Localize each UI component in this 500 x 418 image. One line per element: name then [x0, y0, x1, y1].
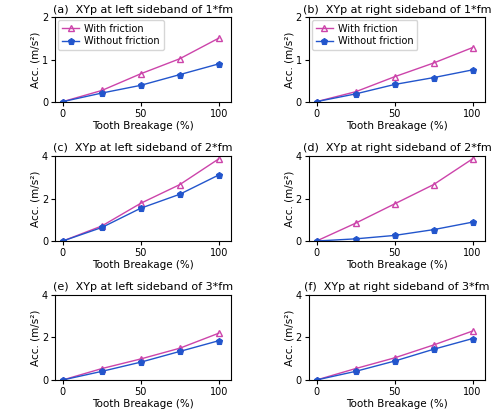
- Without friction: [60, 377, 66, 382]
- Without friction: [314, 377, 320, 382]
- Without friction: [99, 91, 105, 96]
- With friction: [352, 366, 358, 371]
- Without friction: [216, 173, 222, 178]
- Line: Without friction: Without friction: [60, 172, 222, 244]
- With friction: [470, 156, 476, 161]
- With friction: [392, 355, 398, 360]
- Title: (e)  XYp at left sideband of 3*fm: (e) XYp at left sideband of 3*fm: [53, 283, 233, 293]
- Without friction: [352, 236, 358, 241]
- With friction: [99, 88, 105, 93]
- With friction: [177, 56, 183, 61]
- With friction: [430, 342, 436, 347]
- X-axis label: Tooth Breakage (%): Tooth Breakage (%): [92, 399, 194, 409]
- With friction: [430, 182, 436, 187]
- Without friction: [430, 347, 436, 352]
- With friction: [352, 89, 358, 94]
- Without friction: [99, 225, 105, 230]
- Title: (d)  XYp at right sideband of 2*fm: (d) XYp at right sideband of 2*fm: [302, 143, 492, 153]
- With friction: [314, 99, 320, 104]
- With friction: [352, 221, 358, 226]
- X-axis label: Tooth Breakage (%): Tooth Breakage (%): [346, 399, 448, 409]
- With friction: [60, 99, 66, 104]
- Line: With friction: With friction: [313, 44, 476, 105]
- Without friction: [138, 359, 144, 364]
- Line: With friction: With friction: [60, 330, 222, 383]
- With friction: [430, 61, 436, 66]
- With friction: [216, 36, 222, 41]
- Y-axis label: Acc. (m/s²): Acc. (m/s²): [284, 309, 294, 366]
- X-axis label: Tooth Breakage (%): Tooth Breakage (%): [92, 121, 194, 131]
- Without friction: [392, 233, 398, 238]
- With friction: [60, 239, 66, 244]
- Without friction: [352, 92, 358, 97]
- Y-axis label: Acc. (m/s²): Acc. (m/s²): [30, 171, 40, 227]
- Y-axis label: Acc. (m/s²): Acc. (m/s²): [284, 31, 294, 88]
- With friction: [314, 377, 320, 382]
- With friction: [138, 201, 144, 206]
- Without friction: [430, 75, 436, 80]
- With friction: [177, 182, 183, 187]
- Title: (a)  XYp at left sideband of 1*fm: (a) XYp at left sideband of 1*fm: [53, 5, 233, 15]
- Without friction: [177, 72, 183, 77]
- Title: (b)  XYp at right sideband of 1*fm: (b) XYp at right sideband of 1*fm: [302, 5, 491, 15]
- X-axis label: Tooth Breakage (%): Tooth Breakage (%): [92, 260, 194, 270]
- Line: Without friction: Without friction: [314, 335, 476, 383]
- With friction: [138, 71, 144, 76]
- Line: Without friction: Without friction: [60, 61, 222, 105]
- Without friction: [430, 227, 436, 232]
- X-axis label: Tooth Breakage (%): Tooth Breakage (%): [346, 121, 448, 131]
- With friction: [99, 366, 105, 371]
- Without friction: [352, 369, 358, 374]
- Without friction: [99, 369, 105, 374]
- With friction: [60, 377, 66, 382]
- Without friction: [216, 61, 222, 66]
- Legend: With friction, Without friction: With friction, Without friction: [58, 20, 164, 50]
- With friction: [216, 156, 222, 161]
- With friction: [216, 331, 222, 336]
- Line: With friction: With friction: [60, 35, 222, 105]
- Title: (c)  XYp at left sideband of 2*fm: (c) XYp at left sideband of 2*fm: [54, 143, 233, 153]
- Y-axis label: Acc. (m/s²): Acc. (m/s²): [284, 171, 294, 227]
- With friction: [470, 329, 476, 334]
- Y-axis label: Acc. (m/s²): Acc. (m/s²): [30, 309, 40, 366]
- With friction: [99, 224, 105, 229]
- With friction: [314, 239, 320, 244]
- With friction: [470, 45, 476, 50]
- Line: With friction: With friction: [60, 155, 222, 245]
- Without friction: [314, 239, 320, 244]
- With friction: [392, 74, 398, 79]
- Line: Without friction: Without friction: [314, 67, 476, 105]
- Without friction: [60, 99, 66, 104]
- Without friction: [314, 99, 320, 104]
- With friction: [138, 357, 144, 362]
- Legend: With friction, Without friction: With friction, Without friction: [312, 20, 418, 50]
- Y-axis label: Acc. (m/s²): Acc. (m/s²): [30, 31, 40, 88]
- Without friction: [392, 82, 398, 87]
- With friction: [177, 346, 183, 351]
- With friction: [392, 201, 398, 206]
- X-axis label: Tooth Breakage (%): Tooth Breakage (%): [346, 260, 448, 270]
- Without friction: [138, 206, 144, 211]
- Title: (f)  XYp at right sideband of 3*fm: (f) XYp at right sideband of 3*fm: [304, 283, 490, 293]
- Without friction: [470, 67, 476, 72]
- Without friction: [392, 359, 398, 364]
- Line: Without friction: Without friction: [60, 338, 222, 383]
- Without friction: [216, 338, 222, 343]
- Without friction: [177, 192, 183, 197]
- Without friction: [470, 219, 476, 224]
- Without friction: [138, 83, 144, 88]
- Without friction: [60, 239, 66, 244]
- Line: With friction: With friction: [313, 328, 476, 383]
- Line: Without friction: Without friction: [314, 219, 476, 244]
- Without friction: [470, 336, 476, 341]
- Without friction: [177, 349, 183, 354]
- Line: With friction: With friction: [313, 155, 476, 245]
